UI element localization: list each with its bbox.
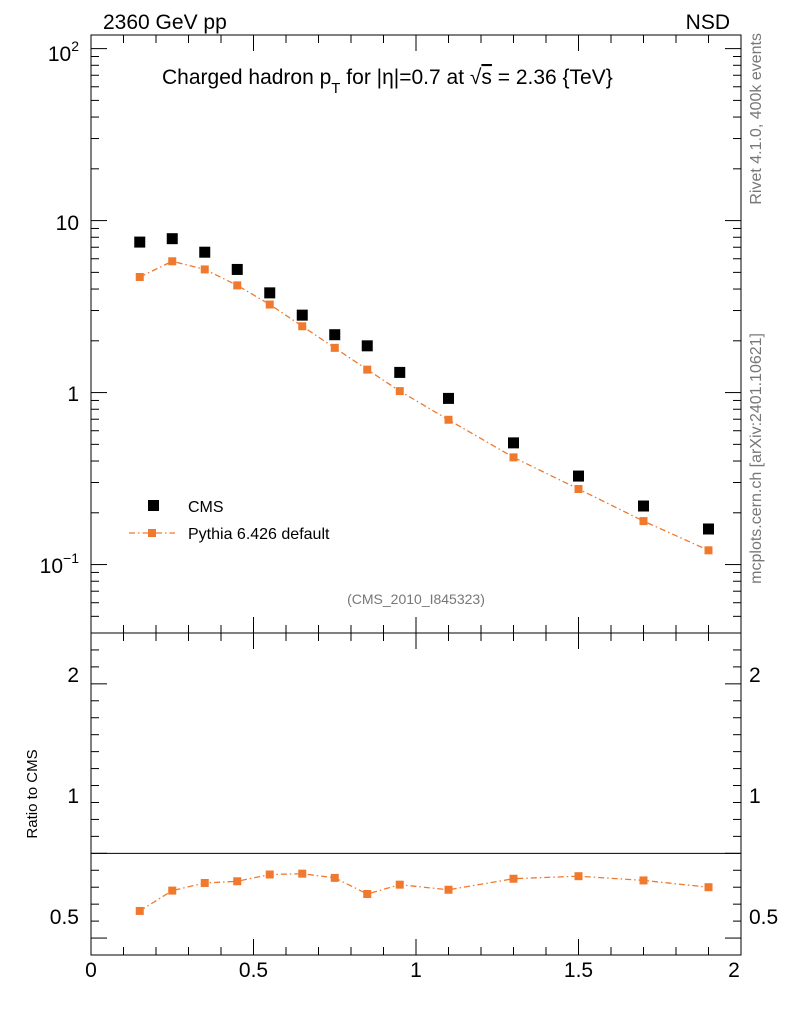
cms-data-point (199, 246, 211, 258)
cms-data-point (394, 366, 406, 378)
ratio-series-layer (135, 869, 713, 915)
main-panel-frame (90, 34, 742, 634)
pythia-line (139, 260, 709, 551)
ratio-y-tick-label-0.5-right: 0.5 (749, 906, 778, 929)
ratio-pythia-point (200, 878, 209, 887)
cms-data-point (329, 329, 341, 341)
pythia-point (265, 300, 274, 309)
cms-data-point (638, 500, 649, 512)
ratio-y-tick-label-1: 1 (67, 785, 79, 808)
main-series-layer (134, 233, 714, 555)
ratio-pythia-point (444, 885, 453, 894)
ratio-y-tick-label-2: 2 (67, 664, 79, 687)
y-tick-label-10: 10 (56, 212, 79, 235)
x-tick-label-0.5: 0.5 (239, 959, 268, 982)
pythia-point (395, 387, 404, 396)
pythia-point (639, 517, 648, 526)
ratio-pythia-point (233, 877, 242, 886)
pythia-point (135, 272, 144, 281)
ratio-y-axis-label: Ratio to CMS (24, 749, 41, 838)
legend-cms-label: CMS (188, 499, 224, 516)
x-tick-label-2: 2 (728, 959, 740, 982)
x-tick-label-1.5: 1.5 (564, 959, 593, 982)
mcplots-label: mcplots.cern.ch [arXiv:2401.10621] (748, 333, 765, 584)
legend-pythia-label: Pythia 6.426 default (188, 526, 330, 543)
cms-data-point (231, 263, 243, 275)
ratio-pythia-point (639, 876, 648, 885)
y-tick-label-0.1: 10−1 (40, 550, 80, 578)
analysis-watermark: (CMS_2010_I845323) (347, 591, 485, 607)
cms-data-point (166, 233, 178, 245)
pythia-point (444, 415, 453, 424)
legend-pythia-marker (148, 529, 156, 537)
ratio-pythia-line (139, 873, 709, 912)
ratio-y-tick-label-2-right: 2 (749, 664, 761, 687)
ratio-pythia-point (395, 880, 404, 889)
pythia-point (704, 546, 713, 555)
ratio-pythia-point (704, 883, 713, 892)
cms-data-point (443, 392, 454, 404)
cms-data-point (296, 309, 308, 321)
ratio-pythia-point (298, 869, 307, 878)
ratio-y-tick-label-1-right: 1 (749, 785, 761, 808)
ratio-pythia-point (363, 889, 372, 898)
cms-data-point (508, 437, 519, 449)
ratio-pythia-point (330, 873, 339, 882)
legend-cms-marker (148, 500, 159, 511)
ratio-panel-frame (90, 632, 742, 956)
x-tick-label-0: 0 (85, 959, 97, 982)
ratio-y-tick-label-0.5: 0.5 (50, 906, 79, 929)
energy-label: 2360 GeV pp (103, 11, 227, 34)
legend: CMS Pythia 6.426 default (129, 499, 330, 543)
cms-data-point (361, 340, 373, 352)
plot-title: Charged hadron pT for |η|=0.7 at √s = 2.… (162, 66, 613, 97)
ratio-pythia-point (135, 906, 144, 915)
y-tick-label-1: 1 (67, 383, 79, 406)
process-label: NSD (686, 11, 730, 34)
main-axis-ticks (90, 35, 742, 634)
pythia-point (233, 281, 242, 290)
cms-data-point (573, 470, 584, 482)
cms-data-point (134, 236, 146, 248)
pythia-point (298, 322, 307, 331)
ratio-pythia-point (509, 874, 518, 883)
pythia-point (168, 257, 177, 266)
pythia-point (509, 453, 518, 462)
ratio-axis-ticks (90, 633, 742, 955)
ratio-pythia-point (574, 872, 583, 881)
cms-data-point (264, 287, 276, 299)
y-tick-label-100: 102 (48, 38, 79, 66)
pythia-point (574, 485, 583, 494)
pythia-point (200, 265, 209, 274)
x-tick-label-1: 1 (410, 959, 422, 982)
ratio-pythia-point (168, 886, 177, 895)
cms-data-point (703, 523, 714, 535)
pythia-point (363, 365, 372, 374)
rivet-label: Rivet 4.1.0, 400k events (748, 33, 765, 205)
ratio-pythia-point (265, 870, 274, 879)
pythia-point (330, 343, 339, 352)
